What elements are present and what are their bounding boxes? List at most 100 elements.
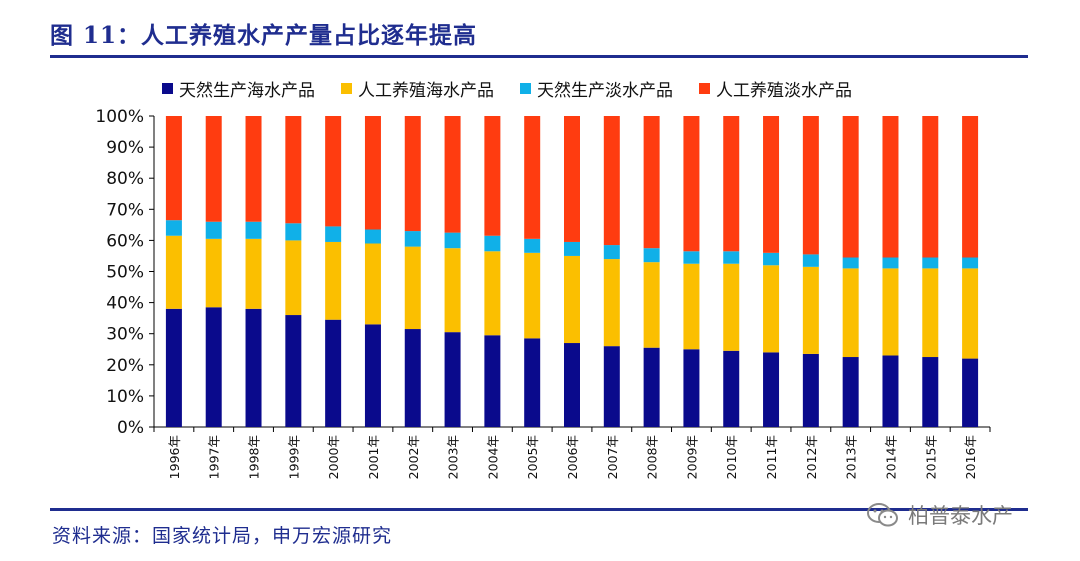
bar-segment-4 <box>325 116 342 227</box>
bar-segment-2 <box>364 243 381 325</box>
y-tick-label: 40% <box>106 294 144 314</box>
legend: 天然生产海水产品 人工养殖海水产品 天然生产淡水产品 人工养殖淡水产品 <box>162 76 852 101</box>
legend-label-wild-marine: 天然生产海水产品 <box>179 81 315 101</box>
y-tick-label: 0% <box>117 418 144 438</box>
bar-segment-3 <box>962 257 979 269</box>
x-tick-label: 1998年 <box>247 435 262 479</box>
bar-segment-1 <box>524 338 541 427</box>
bar-segment-1 <box>723 350 740 427</box>
legend-label-farmed-marine: 人工养殖海水产品 <box>358 81 494 101</box>
x-tick-label: 2013年 <box>844 435 859 479</box>
bar-segment-4 <box>763 116 780 253</box>
bar-segment-3 <box>205 221 222 239</box>
bar-segment-4 <box>962 116 979 258</box>
legend-swatch-farmed-freshwater <box>699 83 710 94</box>
x-tick-label: 2004年 <box>485 435 500 479</box>
bar-segment-4 <box>205 116 222 222</box>
bar-segment-2 <box>245 238 262 309</box>
bar-segment-4 <box>643 116 660 249</box>
bar-segment-2 <box>444 248 461 333</box>
chart-title: 图 11：人工养殖水产产量占比逐年提高 <box>50 22 478 49</box>
legend-swatch-farmed-marine <box>341 83 352 94</box>
bar-segment-2 <box>564 255 580 344</box>
bar-segment-3 <box>683 251 700 264</box>
bar-segment-4 <box>484 116 501 236</box>
bar-segment-2 <box>603 259 620 347</box>
footer-rule <box>50 508 1028 511</box>
bar-segment-3 <box>285 223 302 241</box>
y-tick-label: 10% <box>106 387 144 407</box>
bar-segment-1 <box>683 349 700 427</box>
x-tick-label: 1997年 <box>207 435 222 479</box>
bar-segment-2 <box>962 268 979 359</box>
bar-segment-1 <box>444 332 461 427</box>
bar-segment-1 <box>922 357 939 427</box>
bar-segment-1 <box>484 335 501 427</box>
bar-segment-1 <box>564 343 580 427</box>
bar-segment-1 <box>962 358 979 427</box>
watermark: 柏普泰水产 <box>866 500 1013 530</box>
x-tick-label: 2009年 <box>684 435 699 479</box>
bar-segment-2 <box>802 266 819 354</box>
bar-segment-2 <box>285 240 302 316</box>
bar-segment-2 <box>484 251 501 336</box>
x-tick-label: 2016年 <box>963 435 978 479</box>
y-tick-label: 80% <box>106 169 144 189</box>
bar-segment-2 <box>524 252 541 339</box>
bar-segment-4 <box>245 116 262 222</box>
bar-segment-4 <box>802 116 819 255</box>
watermark-text: 柏普泰水产 <box>908 504 1013 528</box>
bar-segment-4 <box>285 116 302 224</box>
bar-segment-2 <box>882 268 899 356</box>
bar-segment-4 <box>364 116 381 230</box>
bar-segment-1 <box>603 346 620 427</box>
y-tick-label: 100% <box>95 107 144 127</box>
bar-segment-3 <box>842 257 859 269</box>
bar-segment-3 <box>564 241 580 256</box>
y-tick-label: 50% <box>106 263 144 283</box>
bar-segment-1 <box>802 353 819 427</box>
bar-segment-2 <box>643 262 660 348</box>
y-tick-label: 20% <box>106 356 144 376</box>
bar-segment-1 <box>165 308 182 427</box>
x-tick-label: 2010年 <box>724 435 739 479</box>
bar-segment-4 <box>564 116 580 242</box>
bar-segment-3 <box>245 221 262 239</box>
x-tick-label: 2015年 <box>923 435 938 479</box>
x-tick-label: 2002年 <box>406 435 421 479</box>
bar-segment-4 <box>444 116 461 233</box>
x-tick-label: 1999年 <box>286 435 301 479</box>
bar-segment-3 <box>325 226 342 242</box>
x-tick-label: 2014年 <box>883 435 898 479</box>
bar-segment-4 <box>882 116 899 258</box>
bar-segment-1 <box>643 347 660 427</box>
bar-segment-3 <box>802 254 819 267</box>
bar-segment-1 <box>364 324 381 427</box>
title-rule <box>50 55 1028 58</box>
bar-segment-3 <box>404 231 421 247</box>
bar-segment-2 <box>922 268 939 358</box>
bar-segment-2 <box>842 268 859 358</box>
bar-segment-3 <box>643 248 660 263</box>
bar-segment-2 <box>325 241 342 320</box>
bar-segment-1 <box>763 352 780 427</box>
legend-item-farmed-freshwater: 人工养殖淡水产品 <box>699 76 852 101</box>
bar-segment-1 <box>325 319 342 427</box>
bar-segment-2 <box>763 265 780 353</box>
bar-segment-3 <box>484 235 501 252</box>
legend-swatch-wild-marine <box>162 83 173 94</box>
legend-label-farmed-freshwater: 人工养殖淡水产品 <box>716 81 852 101</box>
bar-segment-4 <box>922 116 939 258</box>
bar-segment-4 <box>524 116 541 239</box>
x-tick-label: 2000年 <box>326 435 341 479</box>
bar-segment-4 <box>723 116 740 252</box>
bar-segment-3 <box>364 229 381 244</box>
x-tick-label: 2008年 <box>645 435 660 479</box>
bar-segment-4 <box>842 116 859 258</box>
x-tick-label: 2005年 <box>525 435 540 479</box>
bar-segment-1 <box>842 357 859 427</box>
legend-label-wild-freshwater: 天然生产淡水产品 <box>537 81 673 101</box>
bar-segment-1 <box>882 355 899 427</box>
bar-segment-3 <box>723 251 740 264</box>
